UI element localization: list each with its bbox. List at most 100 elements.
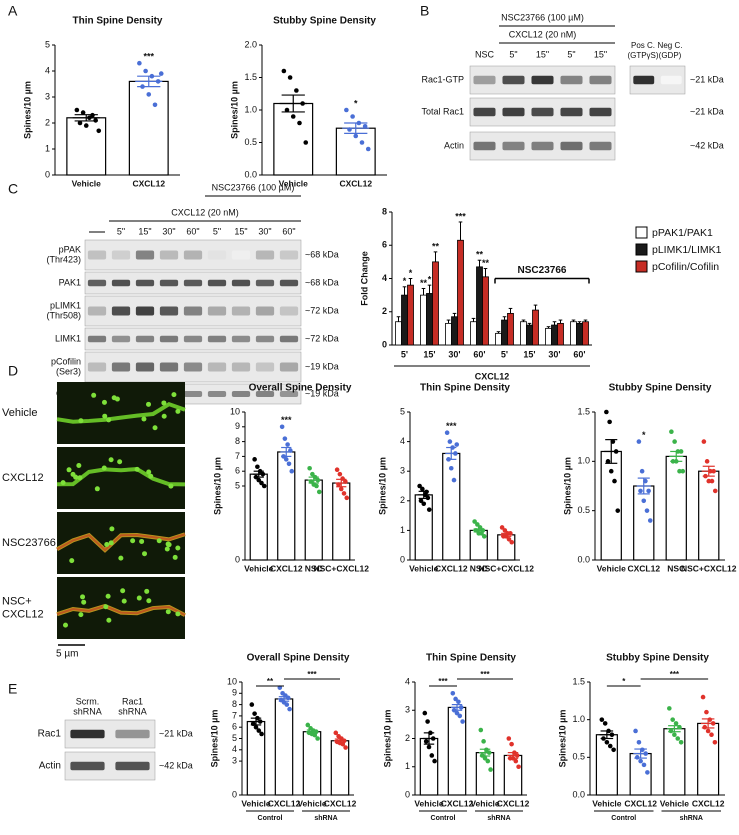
data-point	[454, 442, 460, 447]
bar	[697, 722, 720, 796]
data-point	[344, 107, 349, 113]
micrograph-label: CXCL12	[2, 472, 44, 484]
spine	[146, 598, 152, 604]
spine	[104, 541, 110, 547]
blot-band	[660, 75, 682, 85]
x-tick-label: CXCL12	[435, 563, 468, 573]
y-tick-label: 2	[45, 117, 50, 127]
spine	[164, 546, 170, 552]
bar	[557, 322, 564, 346]
data-point	[314, 483, 319, 489]
data-point	[303, 140, 309, 145]
data-point	[74, 107, 80, 113]
data-point	[290, 114, 296, 119]
y-tick-label: 3	[405, 705, 410, 715]
bracket-label: ***	[480, 670, 490, 679]
control-label: (GDP)	[659, 51, 682, 60]
x-tick-label: Vehicle	[414, 798, 444, 808]
data-point	[704, 709, 709, 715]
blot-band	[87, 335, 107, 343]
bracket-label: ***	[670, 670, 680, 679]
data-point	[701, 439, 707, 444]
lane-label: 15"	[234, 226, 247, 236]
blot-band	[207, 362, 227, 372]
blot-band	[159, 279, 179, 287]
data-point	[152, 102, 158, 108]
spine	[171, 392, 177, 398]
bar	[551, 324, 558, 346]
spine	[69, 558, 75, 564]
blot-band	[255, 279, 275, 287]
data-point	[667, 706, 672, 711]
bar	[401, 294, 408, 346]
lane-label: 60"	[186, 226, 199, 236]
control-label: Pos C.	[631, 41, 655, 50]
spine	[106, 417, 112, 423]
blot-band	[111, 335, 131, 343]
blot-row-label: pPAK	[59, 244, 81, 254]
data-point	[702, 724, 708, 730]
blot-band	[255, 306, 275, 316]
significance: ***	[446, 421, 457, 431]
data-point	[457, 713, 463, 719]
blot-band	[183, 250, 203, 260]
blot-row-label: Rac1	[38, 729, 62, 740]
legend-swatch	[635, 243, 648, 256]
spine	[77, 475, 83, 481]
data-point	[365, 146, 371, 152]
data-point	[599, 717, 605, 722]
x-tick-label: Vehicle	[72, 178, 102, 188]
y-axis-label: Spines/10 µm	[557, 710, 567, 768]
y-tick-label: 0	[235, 554, 240, 564]
data-point	[421, 501, 427, 507]
bar	[532, 309, 539, 346]
y-tick-label: 1.5	[572, 676, 585, 686]
data-point	[607, 419, 612, 425]
blot-band	[135, 335, 155, 343]
data-point	[315, 736, 320, 741]
legend-label: pPAK1/PAK1	[652, 227, 713, 239]
data-point	[334, 467, 340, 473]
data-point	[509, 741, 514, 747]
x-tick-label: CXCL12	[441, 798, 474, 808]
data-point	[343, 745, 348, 750]
data-point	[451, 477, 457, 483]
data-point	[418, 498, 424, 504]
data-point	[261, 483, 267, 489]
blot-band	[159, 250, 179, 260]
y-tick-label: 0	[45, 169, 50, 179]
data-point	[604, 739, 610, 745]
significance: ***	[455, 211, 466, 221]
blot-band	[531, 141, 554, 151]
x-tick-label: NSC+CXCL12	[681, 563, 737, 573]
data-point	[422, 710, 428, 716]
y-tick-label: 3	[232, 755, 237, 765]
blot-band	[279, 306, 299, 316]
data-point	[425, 719, 430, 724]
blot-band	[111, 362, 131, 372]
bar	[482, 276, 489, 346]
group-label: Control	[611, 815, 636, 822]
spine	[101, 465, 107, 471]
data-point	[636, 739, 642, 745]
x-tick-label: 30'	[548, 349, 560, 359]
spine	[73, 474, 79, 480]
bar	[507, 313, 514, 346]
data-point	[672, 732, 677, 738]
blot-band	[589, 141, 612, 151]
x-tick-label: CXCL12	[497, 798, 530, 808]
data-point	[638, 488, 643, 494]
x-tick-label: Vehicle	[279, 178, 309, 188]
data-point	[502, 528, 508, 533]
data-point	[426, 507, 432, 512]
data-point	[294, 88, 299, 93]
data-point	[344, 495, 350, 501]
blot-size-label: ~68 kDa	[305, 277, 339, 287]
data-point	[353, 133, 359, 139]
spine	[152, 425, 158, 431]
x-tick-label: CXCL12	[692, 798, 725, 808]
y-tick-label: 0.5	[244, 137, 257, 147]
lane-label: 30"	[162, 226, 175, 236]
x-tick-label: 5'	[501, 349, 508, 359]
data-point	[432, 758, 437, 764]
